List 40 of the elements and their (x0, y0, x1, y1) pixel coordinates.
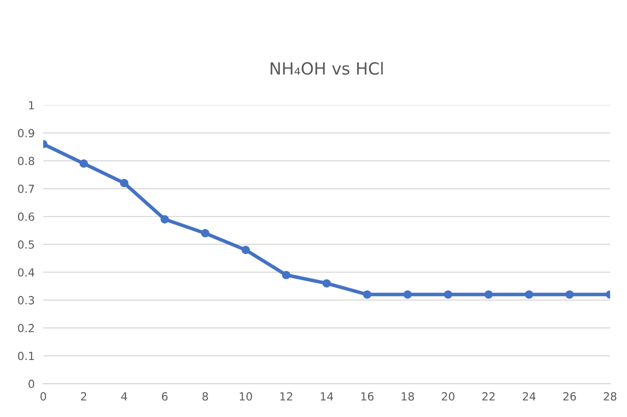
point (362, 290, 372, 299)
point (444, 290, 452, 299)
point (160, 215, 169, 224)
y-tick-label: 0.4 (18, 268, 34, 277)
point (403, 290, 412, 299)
y-tick-label: 1 (29, 101, 34, 110)
x-tick-label: 16 (361, 392, 374, 401)
x-tick-label: 6 (162, 392, 168, 401)
point (201, 229, 210, 238)
point (242, 246, 250, 254)
x-tick-label: 0 (40, 392, 46, 401)
y-tick-label: 0.2 (18, 324, 34, 332)
x-tick-label: 24 (522, 392, 536, 400)
x-tick-label: 18 (402, 392, 414, 401)
point (120, 178, 128, 188)
y-tick-label: 0.6 (18, 212, 34, 221)
x-tick-label: 8 (202, 392, 208, 401)
y-tick-label: 0.3 (18, 296, 34, 304)
y-tick-label: 0.9 (18, 128, 34, 138)
x-tick-label: 10 (240, 392, 252, 401)
point (322, 279, 331, 288)
y-tick-label: 0.7 (18, 184, 34, 194)
point (282, 270, 290, 280)
y-tick-label: 0.5 (18, 240, 34, 249)
point (524, 290, 534, 299)
x-tick-label: 26 (563, 392, 576, 401)
y-tick-label: 0.8 (18, 156, 34, 166)
point (484, 290, 493, 299)
y-tick-label: 0 (28, 380, 34, 388)
x-tick-label: 28 (604, 392, 616, 401)
x-tick-label: 20 (442, 392, 454, 401)
point (565, 290, 574, 299)
x-tick-label: 4 (121, 392, 128, 400)
x-tick-label: 14 (320, 392, 334, 400)
point (80, 159, 88, 168)
chart-title: NH₄OH vs HCl (270, 62, 383, 75)
x-tick-label: 12 (280, 392, 292, 400)
y-tick-label: 0.1 (18, 352, 34, 360)
x-tick-label: 22 (482, 392, 495, 400)
x-tick-label: 2 (81, 392, 86, 400)
